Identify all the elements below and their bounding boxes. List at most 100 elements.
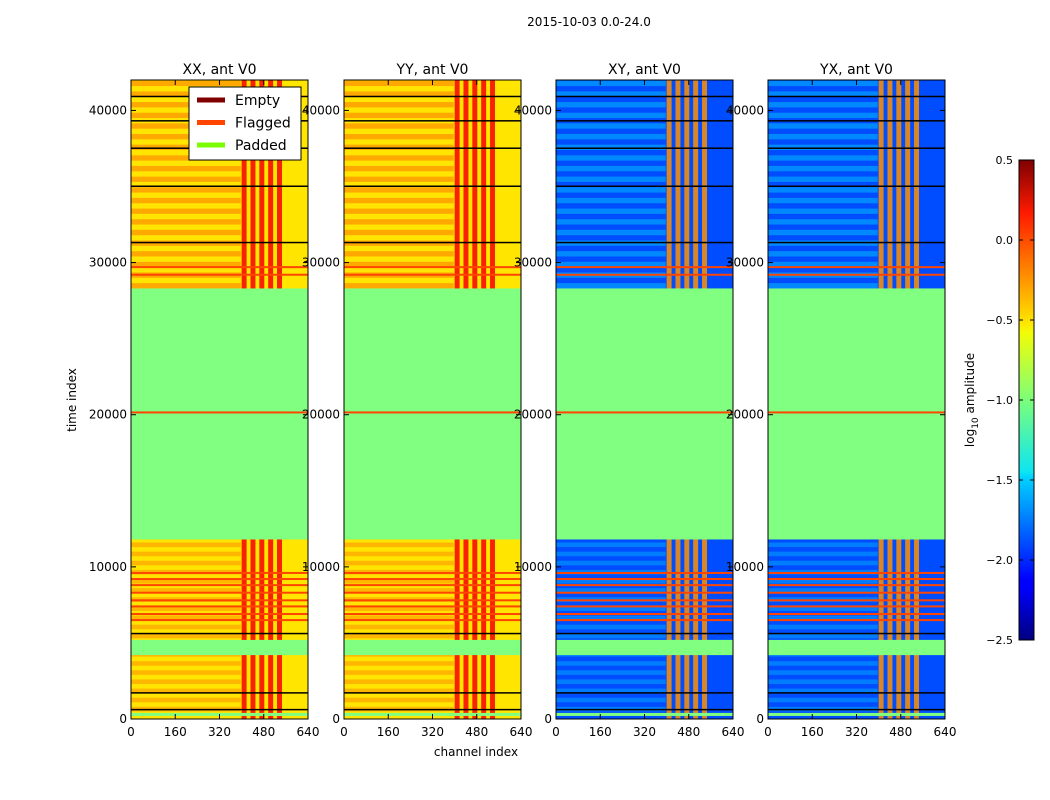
- amplitude-stripe: [556, 251, 666, 257]
- panel-title: YX, ant V0: [819, 62, 893, 78]
- colorbar-tick-label: 0.5: [996, 154, 1014, 167]
- flagged-row: [768, 273, 945, 276]
- amplitude-stripe: [556, 176, 666, 182]
- amplitude-stripe: [768, 197, 878, 204]
- flagged-row: [768, 619, 945, 622]
- amplitude-stripe: [556, 229, 666, 236]
- flagged-row: [556, 578, 733, 581]
- flagged-row: [344, 584, 521, 587]
- empty-row: [344, 147, 521, 149]
- colorbar-tick-label: −1.5: [986, 474, 1013, 487]
- panel-title: YY, ant V0: [396, 62, 469, 78]
- x-tick-label: 640: [934, 725, 957, 739]
- flagged-row: [556, 411, 733, 414]
- x-tick-label: 0: [552, 725, 560, 739]
- amplitude-stripe: [556, 697, 666, 703]
- amplitude-stripe: [768, 679, 878, 685]
- amplitude-stripe: [131, 579, 241, 584]
- colorbar: 0.5 0.0 −0.5 −1.0 −1.5 −2.0 −2.5 log10 amplitud…: [963, 154, 1035, 647]
- amplitude-stripe: [131, 112, 241, 119]
- empty-row: [344, 632, 521, 635]
- amplitude-stripe: [768, 542, 878, 548]
- padded-range: [344, 288, 521, 540]
- amplitude-stripe: [556, 261, 666, 268]
- amplitude-stripe: [131, 679, 241, 685]
- amplitude-stripe: [556, 624, 666, 630]
- amplitude-stripe: [131, 542, 241, 548]
- flagged-row: [131, 599, 308, 602]
- padded-range: [768, 639, 945, 656]
- legend-label-padded: Padded: [235, 138, 287, 154]
- amplitude-stripe: [131, 588, 241, 593]
- colorbar-tick-label: −2.0: [986, 554, 1013, 567]
- amplitude-stripe: [344, 560, 454, 566]
- amplitude-stripe: [131, 208, 241, 214]
- flagged-row: [768, 613, 945, 616]
- amplitude-stripe: [768, 208, 878, 214]
- empty-row: [556, 95, 733, 98]
- flagged-row: [131, 584, 308, 587]
- colorbar-tick-label: −0.5: [986, 314, 1013, 327]
- y-tick-label: 30000: [726, 256, 764, 270]
- flagged-row: [768, 578, 945, 581]
- x-tick-label: 480: [465, 725, 488, 739]
- x-tick-label: 0: [764, 725, 772, 739]
- amplitude-stripe: [344, 624, 454, 630]
- y-tick-label: 30000: [514, 256, 552, 270]
- colorbar-label: log10 amplitude: [963, 353, 981, 447]
- flagged-row: [768, 605, 945, 608]
- flagged-row: [344, 571, 521, 574]
- empty-row: [768, 692, 945, 694]
- amplitude-stripe: [344, 229, 454, 236]
- amplitude-stripe: [556, 80, 666, 87]
- amplitude-stripe: [131, 123, 241, 129]
- amplitude-stripe: [556, 144, 666, 150]
- amplitude-stripe: [556, 615, 666, 621]
- amplitude-stripe: [768, 551, 878, 557]
- amplitude-stripe: [344, 615, 454, 621]
- flagged-row: [131, 273, 308, 276]
- amplitude-stripe: [344, 176, 454, 182]
- amplitude-stripe: [768, 80, 878, 87]
- legend-label-empty: Empty: [235, 93, 280, 109]
- flagged-row: [556, 599, 733, 602]
- empty-row: [344, 692, 521, 694]
- padded-range: [344, 639, 521, 656]
- empty-row: [556, 147, 733, 149]
- flagged-row: [344, 578, 521, 581]
- y-tick-label: 20000: [302, 408, 340, 422]
- amplitude-stripe: [344, 633, 454, 639]
- empty-row: [344, 185, 521, 187]
- amplitude-stripe: [768, 134, 878, 140]
- empty-row: [768, 95, 945, 98]
- amplitude-stripe: [344, 679, 454, 685]
- amplitude-stripe: [344, 688, 454, 694]
- y-tick-label: 30000: [302, 256, 340, 270]
- flagged-row: [344, 591, 521, 594]
- flagged-row: [768, 411, 945, 414]
- y-tick-label: 10000: [302, 560, 340, 574]
- flagged-row: [556, 584, 733, 587]
- empty-row: [131, 185, 308, 187]
- empty-row: [556, 185, 733, 187]
- y-tick-label: 0: [119, 712, 127, 726]
- colorbar-tick-label: −1.0: [986, 394, 1013, 407]
- amplitude-stripe: [556, 560, 666, 566]
- legend: Empty Flagged Padded: [188, 86, 302, 161]
- flagged-row: [131, 613, 308, 616]
- amplitude-stripe: [768, 91, 878, 97]
- x-tick-label: 160: [164, 725, 187, 739]
- amplitude-stripe: [344, 670, 454, 675]
- amplitude-stripe: [556, 112, 666, 119]
- flagged-row: [131, 605, 308, 608]
- flagged-row: [344, 605, 521, 608]
- amplitude-stripe: [131, 144, 241, 150]
- amplitude-stripe: [768, 633, 878, 639]
- x-tick-label: 480: [252, 725, 275, 739]
- amplitude-stripe: [768, 624, 878, 630]
- amplitude-stripe: [768, 155, 878, 161]
- empty-row: [768, 708, 945, 711]
- amplitude-stripe: [344, 219, 454, 225]
- amplitude-stripe: [556, 155, 666, 161]
